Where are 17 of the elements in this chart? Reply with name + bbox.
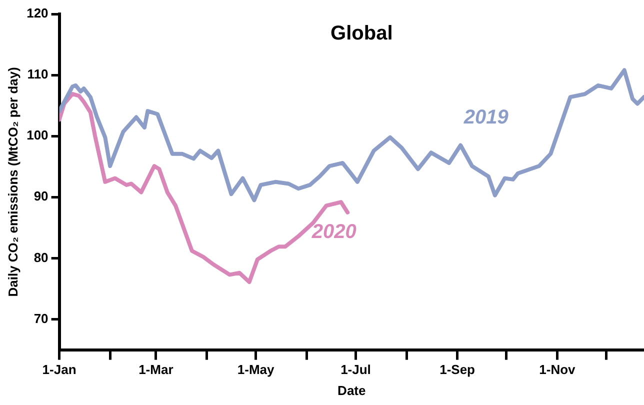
series-label: 2019 (462, 106, 510, 129)
series-label: 2020 (310, 220, 356, 243)
y-tick-label: 80 (34, 250, 48, 265)
y-tick-label: 70 (34, 310, 48, 326)
x-tick-label: 1-Sep (440, 362, 476, 378)
y-tick-label: 110 (27, 66, 48, 82)
x-tick-label: 1-Mar (138, 362, 174, 378)
y-tick-label: 120 (26, 6, 48, 21)
x-axis-title: Date (338, 382, 366, 398)
x-tick-label: 1-Jul (340, 362, 371, 378)
y-axis-title: Daily CO₂ emissions (MtCO₂ per day) (5, 67, 20, 297)
x-tick-label: 1-Jan (42, 362, 76, 378)
y-tick-label: 90 (34, 188, 48, 204)
y-tick-label: 100 (26, 128, 48, 143)
chart-title: Global (330, 22, 393, 45)
x-tick-label: 1-May (237, 362, 276, 378)
x-tick-label: 1-Nov (539, 362, 576, 378)
